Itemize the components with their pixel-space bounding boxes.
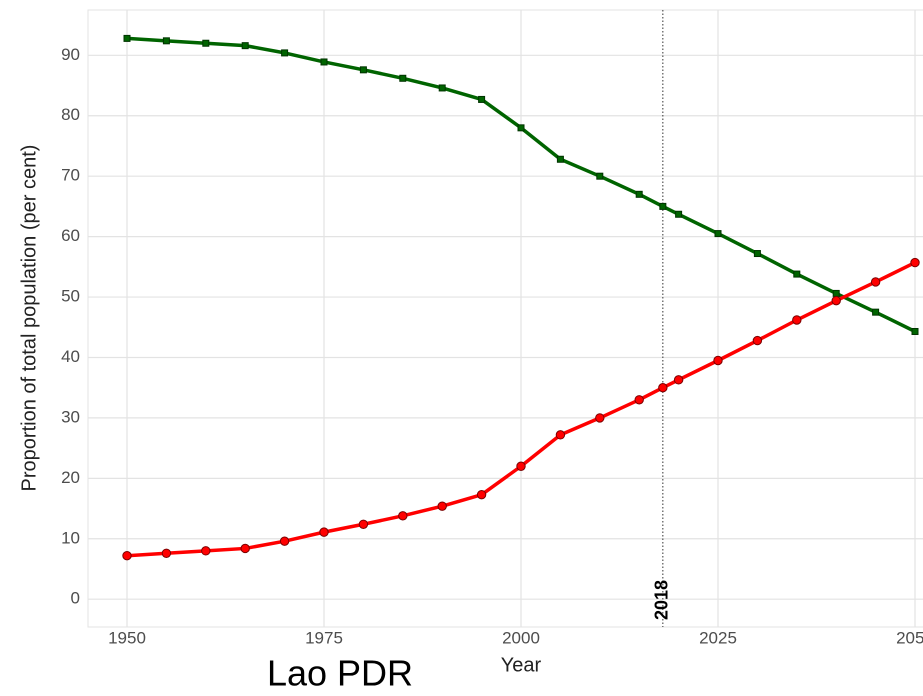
x-tick-label: 1950 [108,628,146,647]
point [359,66,367,74]
y-tick-label: 20 [61,468,80,487]
point [792,315,802,325]
point [753,250,761,258]
point [281,49,289,57]
point [122,550,132,561]
y-tick-label: 30 [61,407,80,426]
point [555,430,566,440]
point [358,519,369,529]
point [320,58,328,66]
point [911,327,919,335]
series-line [126,36,916,334]
point [675,210,683,218]
x-tick-label: 1975 [305,628,343,647]
point [634,395,644,405]
y-tick-label: 70 [61,166,80,185]
y-tick-label: 50 [61,287,80,306]
point [831,295,841,306]
point [202,39,210,47]
point [673,375,684,385]
point [595,413,605,423]
y-tick-label: 0 [71,589,80,608]
point [714,230,722,238]
point [793,270,801,278]
x-axis-title: Year [501,654,542,676]
y-tick-label: 40 [61,347,80,366]
point [870,277,881,287]
point [478,95,486,103]
point [713,355,723,366]
series-line [126,261,916,558]
x-tick-label: 2025 [699,628,737,647]
point [437,501,447,511]
point [476,489,487,500]
point [279,536,290,546]
point [438,84,446,92]
y-tick-label: 60 [61,226,80,245]
point [517,124,525,132]
point [910,257,920,268]
point [241,42,249,50]
point [596,172,604,180]
point [872,308,880,316]
point [123,34,131,42]
point [398,511,408,521]
point [240,543,250,554]
y-tick-label: 10 [61,528,80,547]
point [832,289,840,297]
x-tick-label: 2000 [502,628,540,647]
point [659,202,667,210]
point [319,527,329,537]
plot-panel [87,9,923,628]
y-tick-label: 80 [61,105,80,124]
point [752,335,763,346]
y-axis-title: Proportion of total population (per cent… [18,145,40,492]
point [162,37,170,45]
reference-label: 2018 [652,580,672,620]
point [516,461,526,471]
subtitle: Lao PDR [267,653,413,694]
x-tick-label: 2050 [896,628,923,647]
point [556,155,564,163]
point [201,546,211,556]
point [635,190,643,198]
y-tick-label: 90 [61,45,80,64]
point [399,74,407,82]
point [658,382,668,393]
point [161,548,172,558]
